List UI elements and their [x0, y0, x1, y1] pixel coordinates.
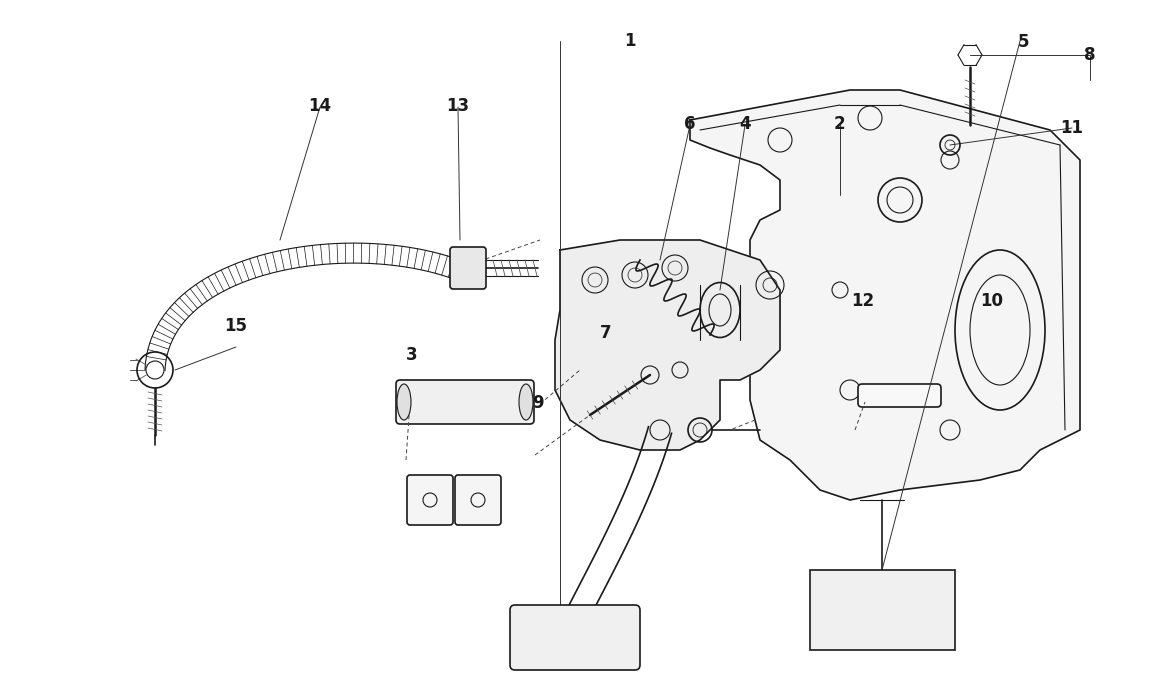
FancyBboxPatch shape [450, 247, 486, 289]
Bar [810, 570, 954, 650]
Text: 11: 11 [1060, 120, 1083, 137]
Text: 9: 9 [532, 394, 544, 412]
Ellipse shape [519, 384, 532, 420]
Text: 13: 13 [446, 97, 469, 115]
Polygon shape [145, 243, 461, 370]
Text: 1: 1 [624, 32, 636, 50]
Polygon shape [690, 90, 1080, 500]
Text: 14: 14 [308, 97, 331, 115]
FancyBboxPatch shape [407, 475, 453, 525]
FancyBboxPatch shape [455, 475, 501, 525]
Text: 15: 15 [224, 318, 247, 335]
Ellipse shape [397, 384, 411, 420]
FancyBboxPatch shape [858, 384, 941, 407]
Text: 2: 2 [834, 115, 845, 133]
FancyBboxPatch shape [396, 380, 534, 424]
Polygon shape [555, 240, 780, 450]
Text: 8: 8 [1084, 46, 1096, 64]
Text: 6: 6 [684, 115, 696, 133]
Text: 10: 10 [980, 292, 1003, 309]
Text: 3: 3 [406, 346, 417, 364]
Text: 12: 12 [851, 292, 874, 309]
Text: 5: 5 [1018, 33, 1029, 51]
FancyBboxPatch shape [509, 605, 641, 670]
Text: 7: 7 [600, 324, 612, 342]
Text: 4: 4 [739, 115, 751, 133]
